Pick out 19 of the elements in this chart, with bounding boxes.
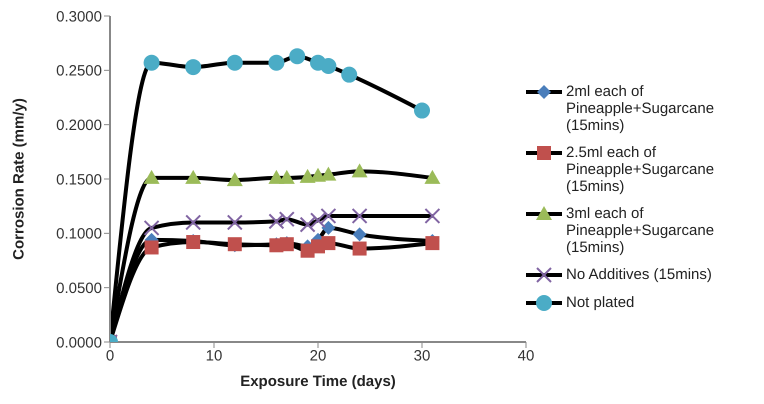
x-tick-label: 0 [106, 348, 114, 365]
legend-label: 2ml each of Pineapple+Sugarcane (15mins) [566, 82, 716, 134]
x-axis-title: Exposure Time (days) [240, 373, 396, 390]
legend-label: 3ml each of Pineapple+Sugarcane (15mins) [566, 204, 716, 256]
y-tick-label: 0.0000 [56, 334, 102, 352]
x-tick-label: 40 [518, 348, 534, 365]
legend-label: 2.5ml each of Pineapple+Sugarcane (15mins) [566, 144, 716, 194]
y-tick-label: 0.2500 [56, 62, 102, 80]
y-tick-label: 0.3000 [56, 8, 102, 26]
y-tick-label: 0.1500 [56, 171, 102, 188]
y-tick-label: 0.1000 [56, 226, 102, 243]
x-tick-label: 10 [206, 348, 222, 365]
legend-label: No Additives (15mins) [566, 266, 712, 282]
x-tick-label: 30 [414, 348, 430, 365]
y-axis-title: Corrosion Rate (mm/y) [10, 98, 28, 260]
y-tick-label: 0.0500 [56, 280, 102, 297]
x-tick-label: 20 [310, 348, 326, 365]
legend-label: Not plated [566, 294, 634, 310]
y-tick-label: 0.2000 [56, 116, 102, 134]
